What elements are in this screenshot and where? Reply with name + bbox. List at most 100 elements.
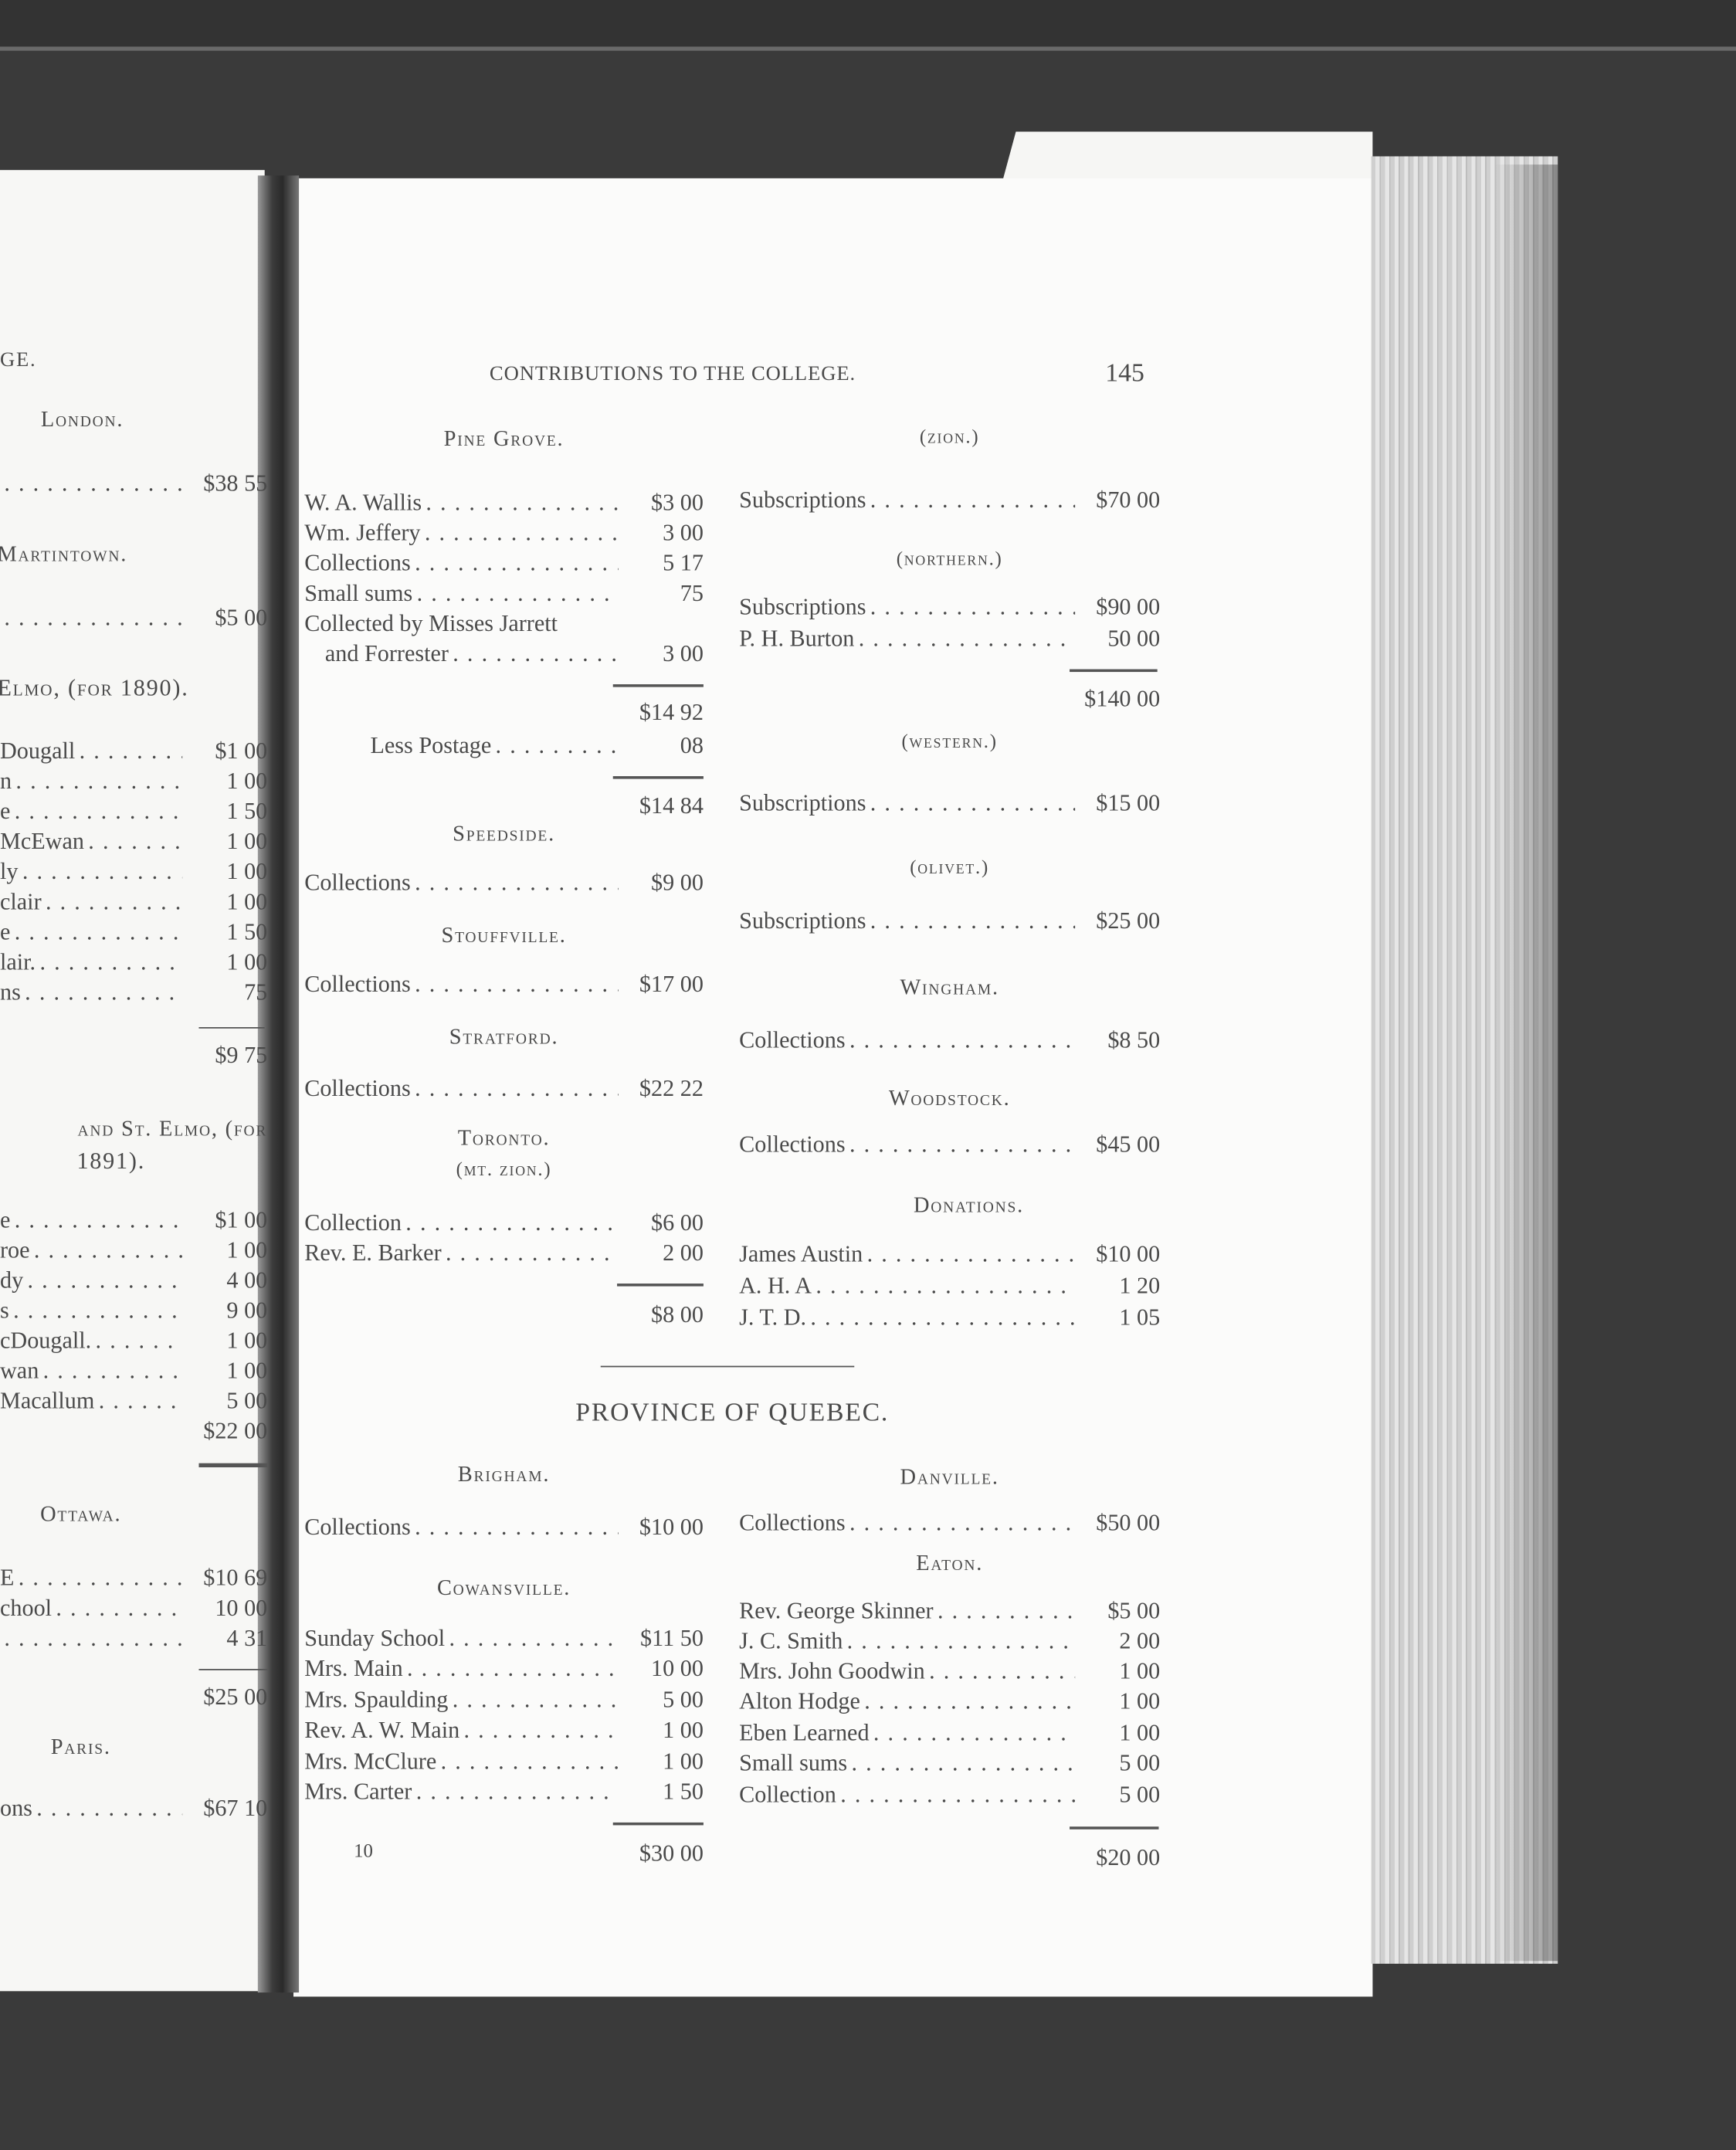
entry-name: e [0, 918, 11, 945]
amount: 1 00 [226, 1357, 268, 1384]
heading-danville: Danville. [900, 1466, 999, 1490]
dot-leader [14, 1563, 182, 1593]
amount: $14 92 [639, 699, 704, 726]
amount: 1 50 [226, 798, 268, 825]
amount: 5 00 [226, 1388, 268, 1414]
amount: $8 50 [1107, 1026, 1161, 1053]
entry-name: W. A. Wallis [304, 489, 422, 516]
dot-leader [52, 1593, 182, 1623]
less-postage-row: Less Postage 08 [304, 731, 704, 761]
entry-name: Collections [304, 971, 411, 997]
entry-row: Collection 5 00 [739, 1780, 1160, 1810]
entry-row: e 1 50 [0, 917, 267, 948]
amount: $14 84 [639, 792, 704, 819]
entry-row: n 1 00 [0, 767, 267, 797]
dot-leader [39, 1356, 182, 1386]
entry-name: Less Postage [370, 732, 492, 758]
entry-row: Macallum 5 00 [0, 1386, 267, 1416]
entry-name: Dougall [0, 738, 76, 765]
page-number: 145 [1105, 359, 1144, 388]
dot-leader [84, 827, 182, 857]
heading-eaton: Eaton. [916, 1552, 984, 1576]
entry-row: ons $67 10 [0, 1794, 267, 1824]
entry-name: Mrs. Main [304, 1655, 403, 1682]
entry-name: ly [0, 858, 19, 885]
entry-name: Subscriptions [739, 789, 866, 816]
entry-row: A. H. A 1 20 [739, 1271, 1160, 1301]
amount: $50 00 [1096, 1510, 1161, 1536]
heading-martintown: Martintown. [0, 543, 128, 567]
entry-row: E $10 69 [0, 1563, 267, 1593]
entry-name: dy [0, 1267, 24, 1294]
amount: 4 00 [226, 1267, 268, 1294]
dot-leader [860, 1687, 1075, 1717]
heading-speedside: Speedside. [453, 822, 556, 846]
amount: 1 00 [226, 948, 268, 975]
amount: 1 00 [1119, 1719, 1161, 1746]
amount: 1 05 [1119, 1304, 1161, 1331]
amount: $30 00 [639, 1840, 704, 1867]
entry-name: ns [0, 978, 21, 1005]
dot-leader [806, 1303, 1075, 1333]
entry-name: Subscriptions [739, 487, 866, 514]
entry-row: wan 1 00 [0, 1356, 267, 1386]
scanner-top-band [0, 0, 1736, 47]
sum-rule [1070, 669, 1158, 673]
entry-row: Eben Learned 1 00 [739, 1718, 1160, 1748]
amount: 75 [244, 978, 268, 1005]
amount: 08 [680, 732, 704, 758]
heading-wingham: Wingham. [900, 976, 999, 1000]
entry-row: Collections $9 00 [304, 868, 704, 898]
amount: 1 00 [226, 1236, 268, 1263]
signature-mark: 10 [354, 1841, 373, 1863]
page-edge-shadow [1494, 164, 1558, 1962]
sum-rule [612, 1822, 704, 1826]
entry-row: and Forrester 3 00 [304, 639, 704, 669]
amount: $3 00 [651, 489, 704, 516]
entry-row: Collections $10 00 [304, 1513, 704, 1543]
entry-name: chool [0, 1595, 53, 1621]
entry-row: Collections $45 00 [739, 1130, 1160, 1160]
amount: 1 20 [1119, 1272, 1161, 1299]
entry-name: Subscriptions [739, 593, 866, 620]
entry-name: Mrs. Carter [304, 1779, 412, 1805]
dot-leader [12, 767, 182, 797]
entry-row: Mrs. Carter 1 50 [304, 1777, 704, 1807]
entry-row: e $1 00 [0, 1206, 267, 1236]
heading-olivet: (olivet.) [910, 858, 990, 880]
heading-zion: (zion.) [919, 428, 980, 449]
heading-st-elmo-1891-line1: and St. Elmo, (for [77, 1117, 268, 1141]
dot-leader [934, 1596, 1076, 1626]
dot-leader [846, 1026, 1076, 1056]
dot-leader [422, 488, 619, 518]
entry-row: Collection $6 00 [304, 1208, 704, 1238]
entry-row: P. H. Burton 50 00 [739, 624, 1160, 654]
entry-name: Mrs. McClure [304, 1748, 437, 1775]
sum-rule [612, 684, 704, 687]
page-corner-lift [1001, 131, 1373, 187]
sum-rule [617, 1284, 704, 1287]
subtotal-row: $14 92 [304, 698, 704, 728]
entry-name: Eben Learned [739, 1719, 870, 1746]
dot-leader [91, 1326, 182, 1356]
entry-name: J. C. Smith [739, 1627, 843, 1654]
entry-row: James Austin $10 00 [739, 1239, 1160, 1270]
entry-row: $38 55 [0, 469, 267, 499]
total-row: $9 75 [0, 1041, 267, 1071]
amount: $22 00 [203, 1418, 268, 1444]
entry-row: chool 10 00 [0, 1593, 267, 1623]
amount: $9 00 [651, 869, 704, 896]
amount: 1 50 [226, 918, 268, 945]
dot-leader [421, 518, 619, 548]
amount: $90 00 [1096, 593, 1161, 620]
entry-name: cDougall. [0, 1327, 92, 1354]
amount: 5 17 [663, 550, 704, 576]
dot-leader [411, 548, 619, 578]
amount: $5 00 [215, 605, 268, 631]
entry-row: Mrs. Main 10 00 [304, 1653, 704, 1684]
heading-st-elmo-1890: Elmo, (for 1890). [0, 674, 189, 701]
amount: $17 00 [639, 971, 704, 997]
entry-row: Small sums 75 [304, 578, 704, 609]
sum-rule [198, 1669, 268, 1670]
heading-pine-grove: Pine Grove. [443, 428, 565, 452]
